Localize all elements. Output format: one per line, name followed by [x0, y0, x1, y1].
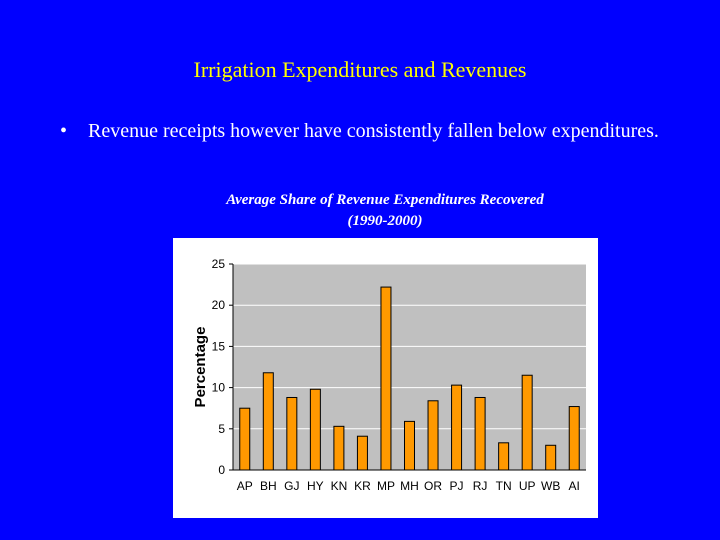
x-tick-label: HY [307, 479, 324, 493]
bullet-point: • Revenue receipts however have consiste… [60, 116, 660, 146]
bar-rj [474, 396, 486, 471]
x-tick-label: TN [496, 479, 512, 493]
y-axis-label: Percentage [192, 327, 209, 408]
bar-mh [404, 420, 415, 471]
bar-mp [380, 286, 392, 471]
bullet-symbol: • [60, 120, 68, 142]
x-tick-label: UP [519, 479, 536, 493]
bar-gj [286, 396, 298, 471]
y-tick-label: 5 [218, 422, 225, 436]
bar-ap [239, 407, 251, 471]
x-tick-label: MP [377, 479, 395, 493]
x-tick-label: KR [354, 479, 371, 493]
bar-ai [568, 406, 580, 471]
axes: 0 5 10 15 20 25 AP BH GJ HY KN KR MP MH OR PJ RJ TN UP WB AI [212, 257, 586, 493]
y-tick-label: 20 [212, 298, 226, 312]
bar-tn [498, 442, 510, 471]
y-tick-label: 25 [212, 257, 226, 271]
x-tick-label: OR [424, 479, 442, 493]
x-tick-label: MH [400, 479, 419, 493]
x-tick-label: AI [569, 479, 580, 493]
x-tick-label: KN [331, 479, 348, 493]
bar-or [427, 400, 439, 471]
x-tick-label: PJ [450, 479, 464, 493]
y-tick-label: 10 [212, 381, 226, 395]
bar-kn [333, 425, 345, 471]
bar-pj [451, 384, 463, 471]
x-tick-label: BH [260, 479, 277, 493]
y-tick-label: 15 [212, 339, 226, 353]
chart-panel: 0 5 10 15 20 25 AP BH GJ HY KN KR MP MH OR PJ RJ TN UP WB AI… [173, 238, 598, 518]
chart-caption-line2: (1990-2000) [347, 213, 423, 229]
x-tick-label: RJ [473, 479, 488, 493]
chart-caption: Average Share of Revenue Expenditures Re… [180, 190, 590, 232]
y-tick-label: 0 [218, 463, 225, 477]
chart-caption-line1: Average Share of Revenue Expenditures Re… [226, 192, 544, 208]
x-tick-label: GJ [284, 479, 299, 493]
bar-chart: 0 5 10 15 20 25 AP BH GJ HY KN KR MP MH OR PJ RJ TN UP WB AI… [192, 257, 586, 493]
bar-kr [356, 435, 368, 471]
bar-up [521, 374, 533, 471]
bar-hy [309, 388, 321, 471]
bar-bh [262, 372, 274, 471]
bullet-text: Revenue receipts however have consistent… [88, 120, 659, 142]
x-tick-label: AP [237, 479, 253, 493]
slide-title: Irrigation Expenditures and Revenues [193, 57, 527, 82]
bar-wb [545, 444, 557, 471]
x-tick-label: WB [541, 479, 560, 493]
